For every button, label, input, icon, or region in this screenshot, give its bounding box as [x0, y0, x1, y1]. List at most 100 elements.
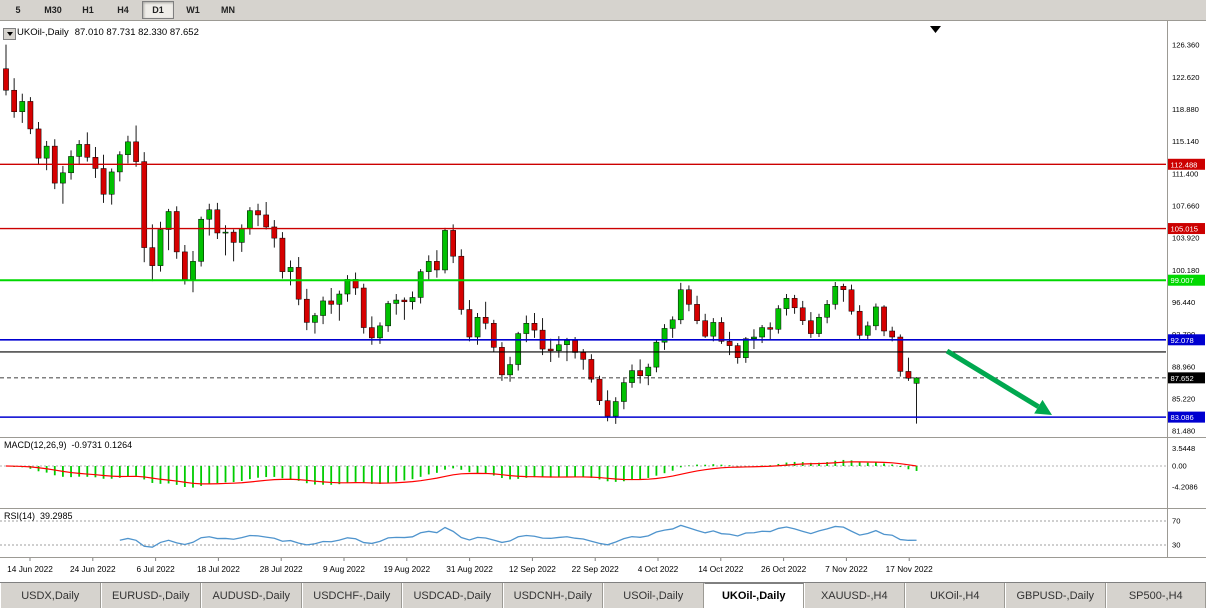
candle	[116, 151, 123, 182]
timeframe-button-h4[interactable]: H4	[117, 5, 129, 15]
candle	[360, 283, 367, 334]
timeframe-button-d1[interactable]: D1	[142, 1, 174, 19]
candle-body	[710, 322, 717, 337]
price-tag	[1168, 223, 1205, 235]
candle-body	[596, 378, 603, 401]
candle-body	[279, 237, 286, 272]
candle	[417, 269, 424, 304]
macd-indicator-label: MACD(12,26,9) -0.9731 0.1264	[4, 440, 132, 450]
candle	[669, 316, 676, 338]
macd-name: MACD(12,26,9)	[4, 440, 67, 450]
candle	[612, 397, 619, 424]
candle-body	[255, 210, 261, 216]
tab-ukoil-daily[interactable]: UKOil-,Daily	[703, 583, 804, 608]
rsi-line	[119, 524, 917, 548]
candle	[287, 260, 294, 286]
candle	[19, 93, 26, 123]
candle	[165, 208, 172, 251]
candle-body	[417, 271, 424, 298]
price-tag-label: 99.007	[1171, 276, 1194, 285]
candle	[596, 375, 603, 405]
candle	[791, 294, 798, 314]
price-scale-label: 88.960	[1172, 362, 1195, 371]
tab-gbpusd-daily[interactable]: GBPUSD-,Daily	[1005, 583, 1106, 608]
candle	[125, 135, 131, 164]
candle-body	[149, 247, 156, 266]
candle	[515, 331, 522, 371]
candle	[84, 132, 91, 162]
date-label: 31 Aug 2022	[446, 564, 493, 574]
candle	[149, 224, 156, 282]
chart-canvas[interactable]: 126.360 122.620 118.880 115.140 111.400 107.6…	[0, 0, 1206, 583]
candle	[523, 315, 530, 343]
candle-body	[604, 400, 611, 417]
date-label: 22 Sep 2022	[572, 564, 619, 574]
candle	[864, 321, 871, 341]
tab-sp500-h4[interactable]: SP500-,H4	[1105, 583, 1206, 608]
candle-body	[214, 209, 221, 234]
tab-usdchf-daily[interactable]: USDCHF-,Daily	[301, 583, 402, 608]
candle-body	[507, 364, 513, 376]
tab-xauusd-h4[interactable]: XAUUSD-,H4	[804, 583, 905, 608]
candle	[840, 283, 847, 302]
candle-body	[482, 316, 489, 324]
tab-usdx-daily[interactable]: USDX,Daily	[0, 583, 101, 608]
candle	[661, 324, 668, 350]
timeframe-button-w1[interactable]: W1	[186, 5, 200, 15]
date-label: 4 Oct 2022	[638, 564, 679, 574]
scroll-to-end-icon[interactable]	[930, 26, 941, 33]
chart-menu-button[interactable]	[3, 28, 16, 40]
candle-body	[629, 370, 635, 383]
candle-body	[11, 89, 17, 112]
candle	[303, 288, 310, 331]
date-label: 14 Jun 2022	[7, 564, 53, 574]
tab-usdcnh-daily[interactable]: USDCNH-,Daily	[502, 583, 603, 608]
tab-audusd-daily[interactable]: AUDUSD-,Daily	[201, 583, 302, 608]
macd-scale-label: 0.00	[1172, 462, 1187, 471]
price-tag-label: 83.086	[1171, 413, 1194, 422]
rsi-value: 39.2985	[40, 511, 73, 521]
timeframe-button-h1[interactable]: H1	[82, 5, 94, 15]
candle-body	[531, 323, 538, 331]
tab-usoil-daily[interactable]: USOil-,Daily	[603, 583, 704, 608]
candle-body	[320, 300, 326, 316]
candle-body	[653, 341, 660, 368]
price-scale-label: 85.220	[1172, 394, 1195, 403]
candle-body	[767, 327, 774, 330]
candle-body	[816, 316, 822, 334]
price-scale-label: 111.400	[1172, 169, 1198, 178]
candle	[645, 363, 652, 386]
candle	[824, 300, 830, 324]
candle-body	[547, 348, 554, 352]
macd-scale-label: 3.5448	[1172, 444, 1195, 453]
candle-body	[572, 340, 578, 353]
timeframe-button-mn[interactable]: MN	[221, 5, 235, 15]
candle-body	[100, 168, 107, 195]
tab-ukoil-h4[interactable]: UKOil-,H4	[904, 583, 1005, 608]
tab-usdcad-daily[interactable]: USDCAD-,Daily	[402, 583, 503, 608]
time-scale: 14 Jun 2022 24 Jun 2022 6 Jul 2022 18 Jul 2…	[7, 558, 933, 574]
candle-body	[645, 366, 652, 376]
rsi-name: RSI(14)	[4, 511, 36, 521]
candle-body	[694, 304, 700, 321]
candle-body	[799, 307, 806, 321]
macd-values: -0.9731 0.1264	[71, 440, 133, 450]
candle-body	[523, 323, 530, 334]
timeframe-button-m30[interactable]: M30	[44, 5, 62, 15]
candle-body	[312, 315, 318, 323]
candle	[742, 337, 749, 363]
candle-body	[832, 286, 839, 305]
date-label: 9 Aug 2022	[323, 564, 365, 574]
candle-body	[369, 327, 375, 339]
candle	[832, 281, 839, 310]
candle-body	[490, 323, 497, 348]
tab-eurusd-daily[interactable]: EURUSD-,Daily	[100, 583, 201, 608]
candle-body	[555, 344, 562, 352]
candle-body	[718, 322, 725, 342]
candle	[490, 319, 497, 353]
candle-body	[499, 347, 505, 376]
timeframe-button-5[interactable]: 5	[15, 5, 21, 15]
candle-body	[791, 298, 798, 309]
candle-body	[92, 157, 99, 169]
candle-body	[295, 267, 302, 300]
